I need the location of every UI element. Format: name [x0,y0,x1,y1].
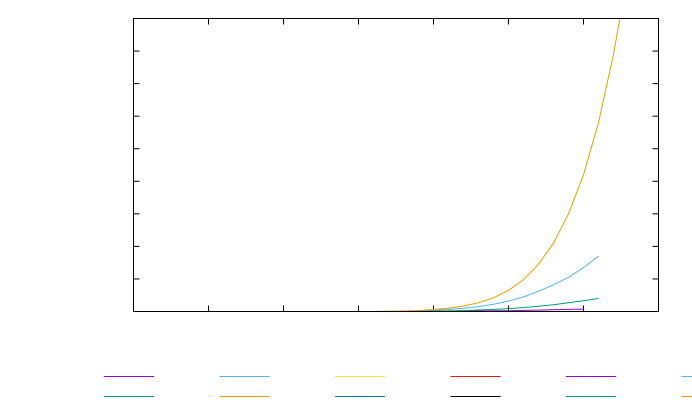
series-line-1 [133,308,584,312]
legend [104,376,692,397]
series-line-7 [133,18,621,312]
plot-frame [133,18,659,312]
series-line-6 [133,298,599,312]
axis-ticks [133,18,659,312]
series-group [133,18,621,312]
series-line-2 [133,255,599,312]
